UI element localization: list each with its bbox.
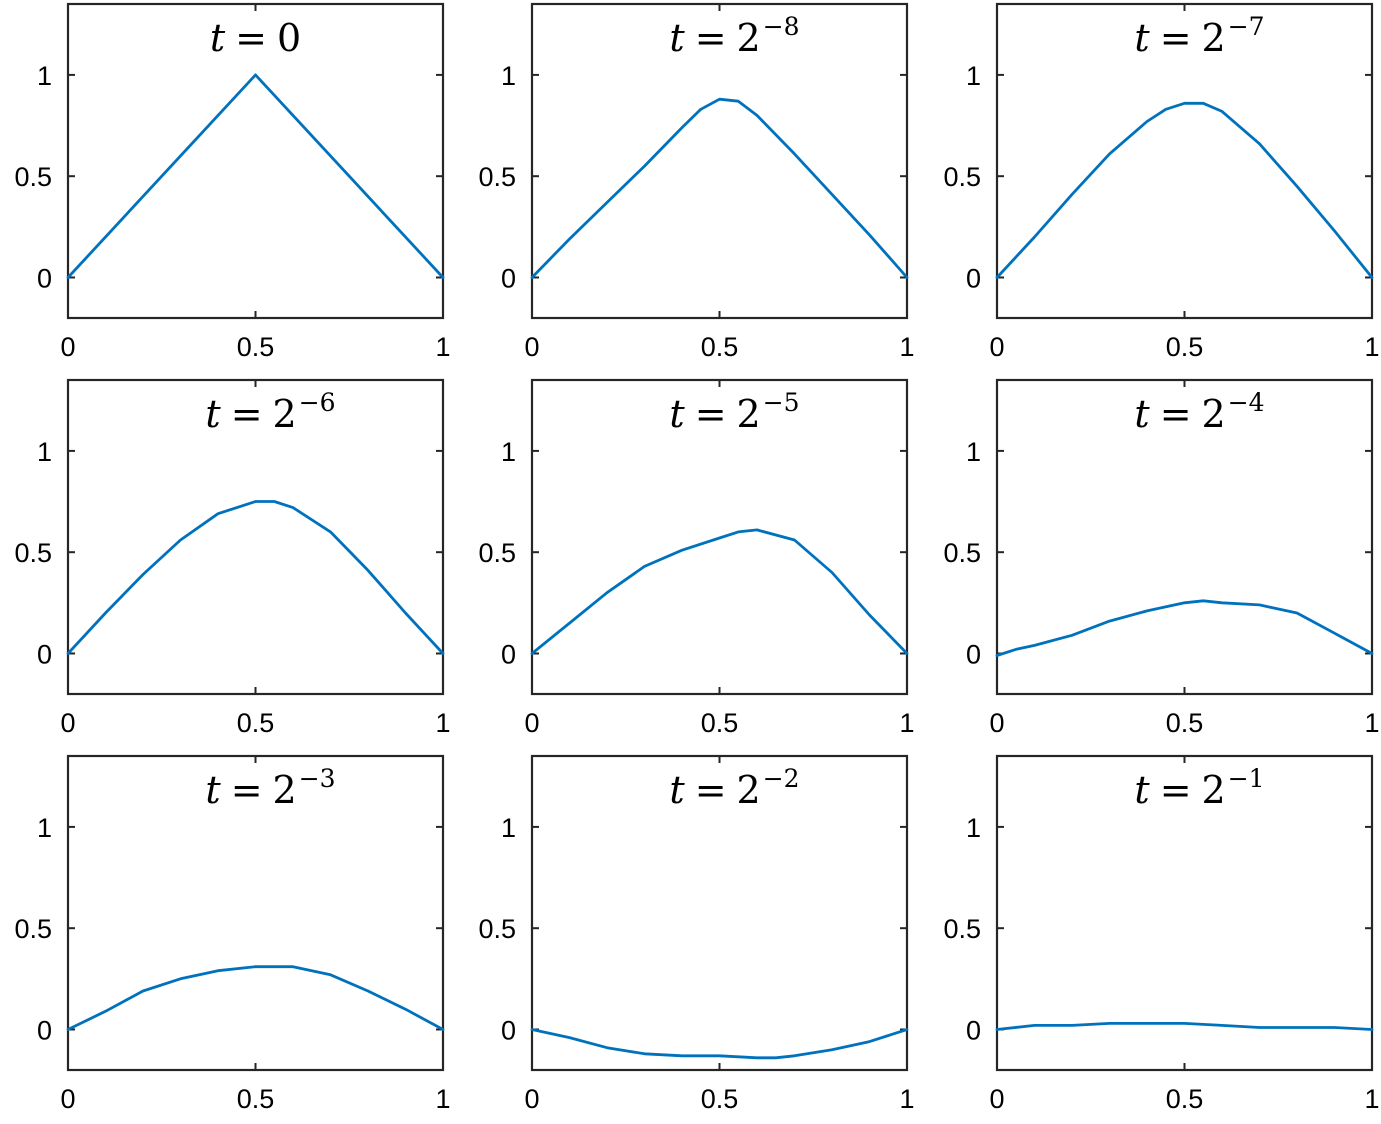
x-tick-label: 1 — [899, 708, 914, 738]
data-line — [995, 101, 1374, 279]
x-tick-label: 0 — [60, 708, 75, 738]
data-line — [66, 500, 445, 655]
data-line — [995, 599, 1374, 657]
subplot-9: 0 0.5 1 0 0.5 1 t = 2−1 — [943, 754, 1380, 1114]
subplot-1: 0 0.5 1 0 0.5 1 t = 0 — [14, 2, 451, 362]
x-tick-label: 0.5 — [1166, 332, 1204, 362]
x-tick-label: 0.5 — [1166, 1084, 1204, 1114]
data-line — [66, 73, 445, 279]
y-tick-label: 0 — [501, 1015, 516, 1045]
subplot-title: t = 2−5 — [669, 388, 799, 436]
y-tick-label: 0.5 — [478, 914, 516, 944]
y-tick-label: 0 — [37, 1015, 52, 1045]
x-tick-label: 1 — [1364, 708, 1379, 738]
subplot-title: t = 2−4 — [1134, 388, 1264, 436]
x-tick-label: 1 — [899, 332, 914, 362]
y-tick-label: 0.5 — [478, 162, 516, 192]
x-tick-label: 0.5 — [701, 1084, 739, 1114]
x-tick-label: 0 — [524, 708, 539, 738]
y-tick-label: 1 — [501, 61, 516, 91]
y-tick-label: 0.5 — [943, 162, 981, 192]
y-tick-label: 1 — [37, 813, 52, 843]
x-tick-label: 0 — [60, 332, 75, 362]
y-tick-label: 1 — [966, 437, 981, 467]
y-tick-label: 0 — [501, 263, 516, 293]
y-tick-label: 0.5 — [943, 914, 981, 944]
subplot-6: 0 0.5 1 0 0.5 1 t = 2−4 — [943, 378, 1380, 738]
subplot-title: t = 2−6 — [205, 388, 335, 436]
data-line — [530, 1028, 909, 1060]
y-tick-label: 0 — [966, 1015, 981, 1045]
y-tick-label: 0.5 — [14, 538, 52, 568]
y-tick-label: 1 — [966, 61, 981, 91]
y-tick-label: 0 — [966, 639, 981, 669]
y-tick-label: 0 — [501, 639, 516, 669]
x-tick-label: 1 — [435, 1084, 450, 1114]
y-tick-label: 0 — [37, 263, 52, 293]
y-tick-label: 0 — [966, 263, 981, 293]
x-tick-label: 1 — [1364, 1084, 1379, 1114]
x-tick-label: 0.5 — [237, 708, 275, 738]
subplot-title: t = 2−1 — [1134, 764, 1264, 812]
y-tick-label: 1 — [501, 437, 516, 467]
y-tick-label: 1 — [966, 813, 981, 843]
y-tick-label: 0.5 — [14, 162, 52, 192]
x-tick-label: 0.5 — [701, 332, 739, 362]
x-tick-label: 1 — [899, 1084, 914, 1114]
y-tick-label: 1 — [37, 437, 52, 467]
subplot-5: 0 0.5 1 0 0.5 1 t = 2−5 — [478, 378, 915, 738]
x-tick-label: 1 — [435, 332, 450, 362]
subplot-7: 0 0.5 1 0 0.5 1 t = 2−3 — [14, 754, 451, 1114]
subplot-8: 0 0.5 1 0 0.5 1 t = 2−2 — [478, 754, 915, 1114]
subplot-3: 0 0.5 1 0 0.5 1 t = 2−7 — [943, 2, 1380, 362]
subplot-title: t = 2−8 — [669, 12, 799, 60]
x-tick-label: 1 — [1364, 332, 1379, 362]
data-line — [66, 965, 445, 1031]
subplot-4: 0 0.5 1 0 0.5 1 t = 2−6 — [14, 378, 451, 738]
subplot-2: 0 0.5 1 0 0.5 1 t = 2−8 — [478, 2, 915, 362]
x-tick-label: 0.5 — [237, 1084, 275, 1114]
data-line — [995, 1022, 1374, 1031]
x-tick-label: 0 — [524, 1084, 539, 1114]
subplot-title: t = 0 — [210, 16, 301, 60]
subplot-title: t = 2−2 — [669, 764, 799, 812]
y-tick-label: 0.5 — [943, 538, 981, 568]
x-tick-label: 0 — [60, 1084, 75, 1114]
x-tick-label: 0 — [989, 332, 1004, 362]
y-tick-label: 1 — [37, 61, 52, 91]
y-tick-label: 0.5 — [478, 538, 516, 568]
x-tick-label: 0.5 — [701, 708, 739, 738]
y-tick-label: 0 — [37, 639, 52, 669]
x-tick-label: 0.5 — [237, 332, 275, 362]
data-line — [530, 97, 909, 279]
x-tick-label: 1 — [435, 708, 450, 738]
data-line — [530, 528, 909, 655]
y-tick-label: 0.5 — [14, 914, 52, 944]
x-tick-label: 0 — [989, 1084, 1004, 1114]
x-tick-label: 0 — [524, 332, 539, 362]
x-tick-label: 0.5 — [1166, 708, 1204, 738]
subplot-title: t = 2−7 — [1134, 12, 1264, 60]
subplot-title: t = 2−3 — [205, 764, 335, 812]
x-tick-label: 0 — [989, 708, 1004, 738]
y-tick-label: 1 — [501, 813, 516, 843]
